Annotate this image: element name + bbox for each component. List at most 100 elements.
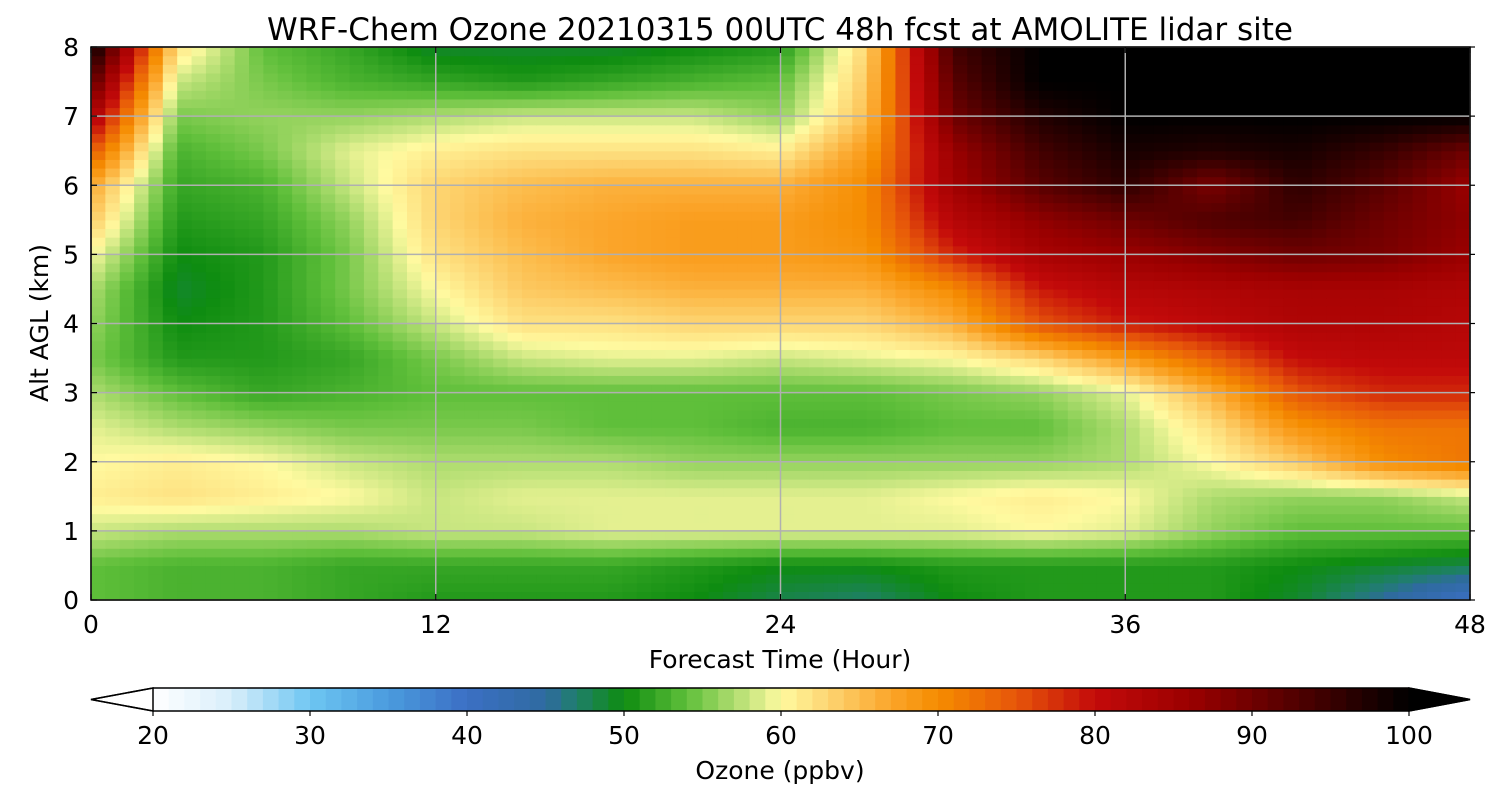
heatmap-cell: [220, 401, 236, 411]
heatmap-cell: [1125, 401, 1141, 411]
heatmap-cell: [723, 288, 738, 299]
heatmap-cell: [521, 539, 537, 549]
heatmap-cell: [622, 435, 638, 446]
heatmap-cell: [895, 539, 911, 549]
heatmap-cell: [521, 306, 537, 316]
heatmap-cell: [263, 427, 279, 437]
heatmap-cell: [938, 314, 954, 325]
heatmap-cell: [1139, 237, 1155, 247]
heatmap-cell: [565, 591, 580, 601]
heatmap-cell: [694, 383, 710, 394]
heatmap-cell: [249, 504, 264, 515]
heatmap-cell: [952, 453, 968, 463]
heatmap-cell: [450, 539, 466, 549]
heatmap-cell: [737, 539, 753, 549]
heatmap-cell: [263, 574, 279, 584]
heatmap-cell: [622, 150, 638, 160]
chart-title: WRF-Chem Ozone 20210315 00UTC 48h fcst a…: [267, 12, 1293, 48]
heatmap-cell: [119, 366, 135, 376]
heatmap-cell: [450, 461, 466, 471]
heatmap-cell: [952, 193, 968, 204]
heatmap-cell: [1010, 487, 1026, 497]
heatmap-cell: [349, 435, 365, 446]
heatmap-cell: [1326, 237, 1342, 247]
heatmap-cell: [435, 159, 451, 169]
heatmap-cell: [220, 504, 236, 515]
heatmap-cell: [550, 556, 566, 567]
heatmap-cell: [91, 254, 106, 264]
heatmap-cell: [1024, 539, 1040, 549]
heatmap-cell: [277, 574, 293, 584]
heatmap-cell: [981, 401, 997, 411]
heatmap-cell: [881, 349, 897, 359]
heatmap-cell: [1326, 245, 1342, 255]
heatmap-cell: [1182, 504, 1198, 515]
heatmap-cell: [1153, 513, 1169, 523]
heatmap-cell: [105, 219, 121, 230]
heatmap-cell: [493, 323, 509, 333]
heatmap-cell: [177, 582, 193, 592]
heatmap-cell: [1268, 332, 1284, 342]
heatmap-cell: [263, 159, 279, 169]
heatmap-cell: [407, 245, 422, 255]
heatmap-cell: [837, 176, 853, 186]
heatmap-cell: [938, 176, 954, 186]
heatmap-cell: [909, 530, 925, 541]
heatmap-cell: [651, 366, 667, 376]
heatmap-cell: [1369, 228, 1385, 238]
heatmap-cell: [105, 435, 121, 446]
heatmap-cell: [493, 254, 509, 264]
heatmap-cell: [1153, 556, 1169, 567]
heatmap-cell: [636, 427, 652, 437]
heatmap-cell: [1067, 574, 1083, 584]
heatmap-cell: [881, 496, 897, 506]
heatmap-cell: [134, 435, 150, 446]
heatmap-cell: [234, 392, 250, 402]
heatmap-cell: [909, 565, 925, 575]
heatmap-cell: [1426, 375, 1442, 385]
heatmap-cell: [636, 323, 652, 333]
heatmap-cell: [177, 159, 193, 169]
heatmap-cell: [134, 358, 150, 368]
heatmap-cell: [1053, 409, 1069, 420]
heatmap-cell: [751, 254, 767, 264]
heatmap-cell: [565, 479, 580, 489]
heatmap-cell: [1197, 314, 1213, 325]
heatmap-cell: [1225, 444, 1241, 454]
heatmap-cell: [766, 470, 782, 480]
heatmap-cell: [1441, 366, 1457, 376]
heatmap-cell: [1326, 427, 1342, 437]
heatmap-cell: [952, 176, 968, 186]
heatmap-cell: [1024, 496, 1040, 506]
heatmap-cell: [895, 306, 911, 316]
heatmap-cell: [277, 358, 293, 368]
heatmap-cell: [737, 211, 753, 221]
heatmap-cell: [651, 193, 667, 204]
heatmap-cell: [1426, 522, 1442, 532]
heatmap-cell: [277, 453, 293, 463]
heatmap-cell: [277, 332, 293, 342]
heatmap-cell: [679, 479, 695, 489]
heatmap-cell: [220, 358, 236, 368]
heatmap-cell: [277, 496, 293, 506]
heatmap-cell: [205, 444, 221, 454]
heatmap-cell: [234, 375, 250, 385]
heatmap-cell: [881, 539, 897, 549]
heatmap-cell: [263, 193, 279, 204]
heatmap-cell: [1153, 340, 1169, 351]
heatmap-cell: [679, 349, 695, 359]
heatmap-cell: [1383, 349, 1399, 359]
heatmap-cell: [924, 297, 940, 307]
heatmap-cell: [766, 219, 782, 230]
heatmap-cell: [881, 574, 897, 584]
heatmap-cell: [349, 176, 365, 186]
heatmap-cell: [1067, 582, 1083, 592]
heatmap-cell: [507, 228, 523, 238]
heatmap-cell: [1369, 297, 1385, 307]
heatmap-cell: [751, 530, 767, 541]
heatmap-cell: [1383, 479, 1399, 489]
heatmap-cell: [852, 358, 868, 368]
heatmap-cell: [263, 556, 279, 567]
heatmap-cell: [751, 435, 767, 446]
heatmap-cell: [1455, 487, 1471, 497]
